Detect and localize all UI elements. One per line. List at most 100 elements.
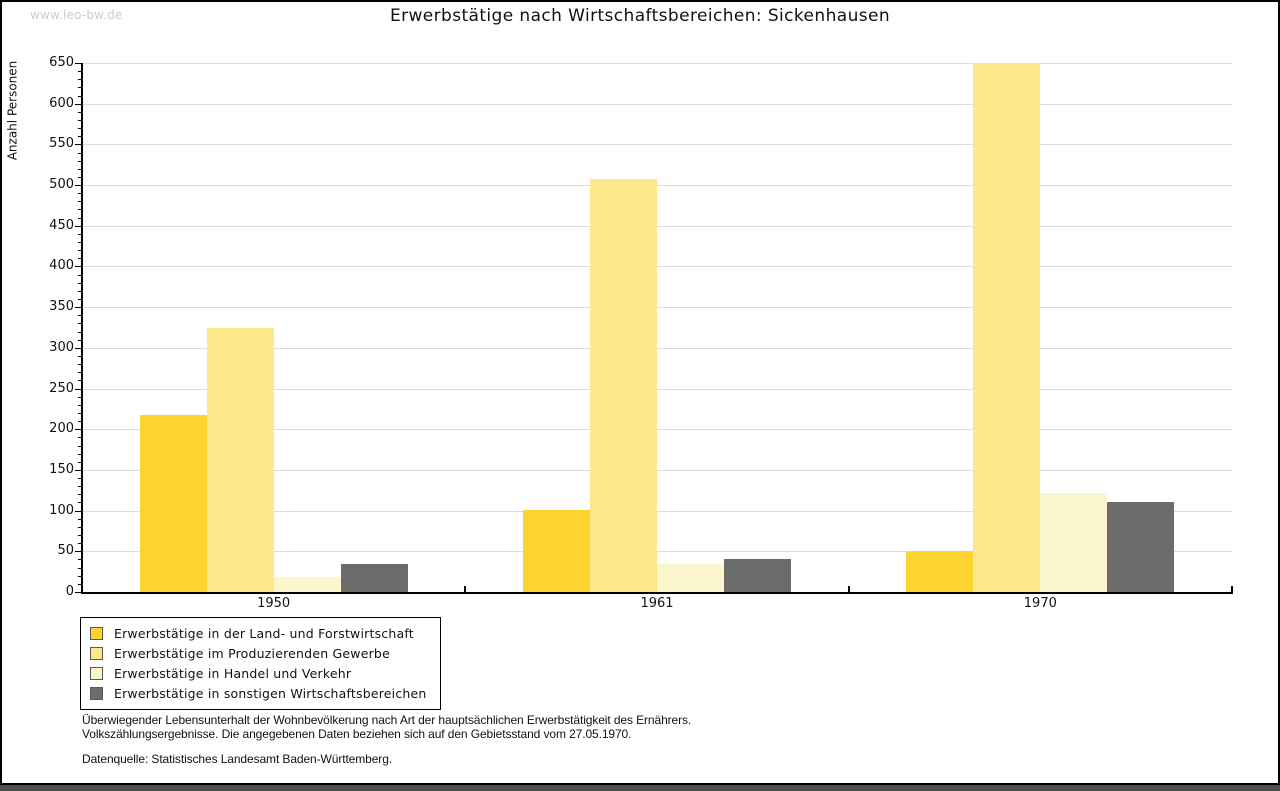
legend-swatch-series3 bbox=[90, 666, 103, 680]
y-axis-tick-label: 450 bbox=[49, 217, 74, 233]
y-axis-minor-tick bbox=[78, 315, 82, 317]
legend-box: Erwerbstätige in der Land- und Forstwirt… bbox=[80, 617, 441, 710]
y-axis-minor-tick bbox=[78, 583, 82, 585]
y-axis-tick-label: 550 bbox=[49, 136, 74, 152]
gridline bbox=[82, 551, 1232, 553]
y-axis-minor-tick bbox=[78, 290, 82, 292]
gridline bbox=[82, 388, 1232, 390]
y-axis-minor-tick bbox=[78, 168, 82, 170]
y-axis-tick bbox=[75, 307, 82, 309]
bar-series2-1961 bbox=[590, 178, 657, 592]
x-axis-divider-tick bbox=[1231, 586, 1233, 592]
legend-label-series1: Erwerbstätige in der Land- und Forstwirt… bbox=[114, 625, 414, 641]
footnote-line-2: Volkszählungsergebnisse. Die angegebenen… bbox=[82, 727, 632, 741]
watermark-text: www.leo-bw.de bbox=[30, 8, 123, 22]
bar-series3-1961 bbox=[657, 564, 724, 592]
gridline bbox=[82, 429, 1232, 431]
y-axis-minor-tick bbox=[78, 453, 82, 455]
y-axis-minor-tick bbox=[78, 364, 82, 366]
y-axis-tick bbox=[75, 347, 82, 349]
legend-label-series4: Erwerbstätige in sonstigen Wirtschaftsbe… bbox=[114, 685, 427, 701]
legend-swatch-series2 bbox=[90, 646, 103, 660]
y-axis-minor-tick bbox=[78, 95, 82, 97]
gridline bbox=[82, 225, 1232, 227]
y-axis-tick-label: 300 bbox=[49, 339, 74, 355]
y-axis-tick-label: 600 bbox=[49, 95, 74, 111]
y-axis-minor-tick bbox=[78, 274, 82, 276]
y-axis-tick bbox=[75, 185, 82, 187]
y-axis-tick bbox=[75, 144, 82, 146]
y-axis-minor-tick bbox=[78, 437, 82, 439]
y-axis-tick bbox=[75, 225, 82, 227]
y-axis-tick bbox=[75, 103, 82, 105]
gridline bbox=[82, 469, 1232, 471]
y-axis-minor-tick bbox=[78, 380, 82, 382]
chart-title: Erwerbstätige nach Wirtschaftsbereichen:… bbox=[389, 6, 891, 26]
y-axis-minor-tick bbox=[78, 176, 82, 178]
y-axis-minor-tick bbox=[78, 486, 82, 488]
y-axis-minor-tick bbox=[78, 494, 82, 496]
y-axis-minor-tick bbox=[78, 87, 82, 89]
bar-series1-1950 bbox=[139, 414, 207, 592]
y-axis-minor-tick bbox=[78, 201, 82, 203]
y-axis-tick-label: 350 bbox=[49, 299, 74, 315]
y-axis-tick bbox=[75, 63, 82, 64]
x-axis-label-1950: 1950 bbox=[257, 596, 291, 611]
bar-series1-1970 bbox=[906, 551, 974, 592]
y-axis-minor-tick bbox=[78, 412, 82, 414]
y-axis-minor-tick bbox=[78, 421, 82, 423]
y-axis-minor-tick bbox=[78, 193, 82, 195]
y-axis-minor-tick bbox=[78, 567, 82, 569]
y-axis-minor-tick bbox=[78, 111, 82, 113]
y-axis-minor-tick bbox=[78, 250, 82, 252]
bar-series4-1950 bbox=[340, 564, 408, 592]
y-axis-tick-label: 250 bbox=[49, 380, 74, 396]
legend-swatch-series4 bbox=[90, 686, 103, 700]
gridline bbox=[82, 307, 1232, 309]
y-axis-tick bbox=[75, 469, 82, 471]
y-axis-minor-tick bbox=[78, 445, 82, 447]
x-axis-divider-tick bbox=[847, 586, 850, 592]
gridline bbox=[82, 185, 1232, 187]
window-edge-strip bbox=[0, 785, 1280, 791]
y-axis-minor-tick bbox=[78, 79, 82, 81]
y-axis-minor-tick bbox=[78, 478, 82, 480]
x-axis-label-1970: 1970 bbox=[1023, 596, 1057, 611]
bar-series4-1970 bbox=[1107, 501, 1175, 592]
y-axis-tick-label: 400 bbox=[49, 258, 74, 274]
bar-series1-1961 bbox=[523, 509, 590, 592]
y-axis-minor-tick bbox=[78, 372, 82, 374]
bar-series3-1950 bbox=[273, 576, 341, 592]
y-axis-minor-tick bbox=[78, 502, 82, 504]
y-axis-minor-tick bbox=[78, 299, 82, 300]
y-axis-minor-tick bbox=[78, 323, 82, 325]
bar-series4-1961 bbox=[724, 558, 791, 592]
y-axis-minor-tick bbox=[78, 559, 82, 561]
y-axis-minor-tick bbox=[78, 160, 82, 162]
footnote-block: Überwiegender Lebensunterhalt der Wohnbe… bbox=[82, 713, 1182, 766]
y-axis-minor-tick bbox=[78, 217, 82, 219]
y-axis-tick bbox=[75, 429, 82, 431]
y-axis-title: Anzahl Personen bbox=[5, 60, 20, 161]
legend-item: Erwerbstätige in Handel und Verkehr bbox=[90, 663, 427, 683]
legend-label-series3: Erwerbstätige in Handel und Verkehr bbox=[114, 665, 352, 681]
y-axis-tick-label: 50 bbox=[57, 543, 74, 559]
y-axis-tick-label: 500 bbox=[49, 177, 74, 193]
y-axis-minor-tick bbox=[78, 535, 82, 537]
y-axis-minor-tick bbox=[78, 242, 82, 244]
gridline bbox=[82, 510, 1232, 512]
legend-swatch-series1 bbox=[90, 626, 103, 640]
y-axis-minor-tick bbox=[78, 339, 82, 341]
y-axis-tick bbox=[75, 592, 82, 593]
gridline bbox=[82, 347, 1232, 349]
gridline bbox=[82, 103, 1232, 105]
bar-series2-1950 bbox=[206, 327, 274, 592]
y-axis-tick bbox=[75, 388, 82, 390]
y-axis-minor-tick bbox=[78, 128, 82, 130]
y-axis-minor-tick bbox=[78, 526, 82, 528]
y-axis-minor-tick bbox=[78, 331, 82, 333]
y-axis-minor-tick bbox=[78, 282, 82, 284]
y-axis-tick-label: 0 bbox=[65, 584, 74, 599]
y-axis-minor-tick bbox=[78, 136, 82, 138]
